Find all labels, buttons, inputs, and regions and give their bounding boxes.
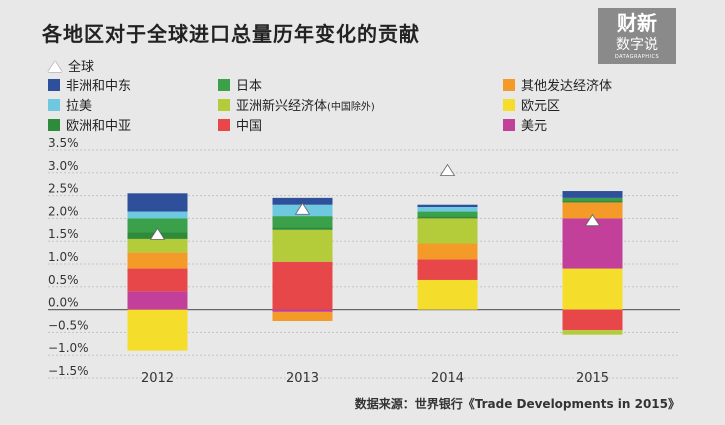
bar-segment-asia_em	[272, 229, 333, 262]
bar-segment-other_dev	[417, 243, 478, 260]
y-tick-label: 2.0%	[48, 204, 79, 218]
bar-segment-latam	[417, 207, 478, 212]
legend-label: 日本	[236, 79, 263, 94]
logo-line2: 数字说	[616, 37, 658, 53]
legend-swatch	[48, 119, 60, 131]
bar-segment-china	[127, 268, 188, 292]
legend-swatch	[48, 79, 60, 91]
legend-label-note: (中国除外)	[327, 102, 375, 113]
legend-label: 其他发达经济体	[521, 79, 613, 94]
source-note: 数据来源：世界银行《Trade Developments in 2015》	[354, 397, 680, 411]
bar-segment-other_dev	[127, 252, 188, 269]
logo-line1: 财新	[617, 11, 657, 35]
y-tick-label: −1.0%	[48, 341, 89, 355]
global-marker	[149, 227, 166, 240]
legend-swatch	[503, 99, 515, 111]
legend-swatch	[218, 99, 230, 111]
legend-swatch	[48, 99, 60, 111]
bar-segment-eu_ca	[417, 216, 478, 219]
bar-segment-other_dev	[562, 202, 623, 219]
bar-segment-usd	[272, 309, 333, 312]
bar-segment-other_dev	[272, 311, 333, 321]
legend-label: 欧元区	[521, 99, 561, 114]
y-tick-label: −1.5%	[48, 364, 89, 378]
y-tick-label: 3.0%	[48, 159, 79, 173]
legend-swatch	[503, 79, 515, 91]
legend: 全球 非洲和中东 日本 其他发达经济体 拉美 亚洲新兴经济体(中国除外) 欧元区…	[0, 0, 725, 140]
bar-segment-africa_me	[127, 193, 188, 212]
y-tick-label: 2.5%	[48, 182, 79, 196]
legend-label: 中国	[236, 119, 263, 134]
legend-label: 欧洲和中亚	[66, 119, 132, 134]
y-tick-label: 1.0%	[48, 250, 79, 264]
bar-segment-eu_ca	[272, 227, 333, 230]
legend-item-eu-ca: 欧洲和中亚	[48, 119, 131, 135]
bar-segment-usd	[127, 291, 188, 310]
global-marker	[294, 202, 311, 215]
legend-item-japan: 日本	[218, 79, 262, 95]
legend-label: 美元	[521, 119, 548, 134]
logo-line3: DATAGRAPHICS	[614, 54, 660, 60]
legend-label: 非洲和中东	[66, 79, 132, 94]
legend-label: 全球	[68, 60, 95, 75]
legend-item-usd: 美元	[503, 119, 547, 135]
y-tick-label: −0.5%	[48, 318, 89, 332]
legend-item-asia-em: 亚洲新兴经济体(中国除外)	[218, 99, 375, 116]
y-tick-label: 0.5%	[48, 273, 79, 287]
bar-segment-china	[272, 261, 333, 310]
global-marker	[584, 213, 601, 227]
bar-segment-asia_em	[417, 218, 478, 244]
x-tick-label: 2015	[576, 371, 609, 386]
bar-segment-usd	[562, 218, 623, 269]
x-tick-label: 2013	[286, 371, 319, 386]
bar-segment-africa_me	[417, 204, 478, 207]
bar-segment-china	[562, 309, 623, 331]
legend-swatch	[503, 119, 515, 131]
y-tick-label: 3.5%	[48, 136, 79, 150]
legend-label: 拉美	[66, 99, 93, 114]
bar-segment-eu_ca	[562, 200, 623, 203]
caixin-logo: 财新 数字说 DATAGRAPHICS	[598, 8, 676, 64]
legend-item-euro: 欧元区	[503, 99, 560, 115]
y-tick-label: 0.0%	[48, 296, 79, 310]
x-tick-label: 2012	[141, 371, 174, 386]
legend-item-global: 全球	[48, 60, 94, 76]
bar-segment-euro	[127, 309, 188, 351]
bar-segment-euro	[562, 268, 623, 310]
bar-segment-japan	[127, 218, 188, 233]
legend-swatch	[218, 79, 230, 91]
legend-item-other-dev: 其他发达经济体	[503, 79, 612, 95]
bar-segment-china	[417, 259, 478, 280]
legend-swatch	[218, 119, 230, 131]
y-tick-label: 1.5%	[48, 227, 79, 241]
bar-segment-euro	[417, 279, 478, 310]
triangle-icon	[48, 61, 62, 72]
x-tick-label: 2014	[431, 371, 464, 386]
bar-segment-japan	[562, 197, 623, 201]
legend-item-latam: 拉美	[48, 99, 92, 115]
bar-segment-asia_em	[562, 330, 623, 335]
bar-segment-japan	[272, 216, 333, 228]
global-marker	[439, 163, 456, 176]
legend-item-china: 中国	[218, 119, 262, 135]
bar-segment-asia_em	[127, 238, 188, 253]
legend-label: 亚洲新兴经济体	[236, 99, 328, 114]
bar-segment-latam	[127, 211, 188, 219]
chart-title: 各地区对于全球进口总量历年变化的贡献	[42, 22, 420, 46]
bar-segment-africa_me	[272, 197, 333, 205]
bar-segment-africa_me	[562, 191, 623, 198]
legend-item-africa-me: 非洲和中东	[48, 79, 131, 95]
bar-segment-japan	[417, 211, 478, 217]
